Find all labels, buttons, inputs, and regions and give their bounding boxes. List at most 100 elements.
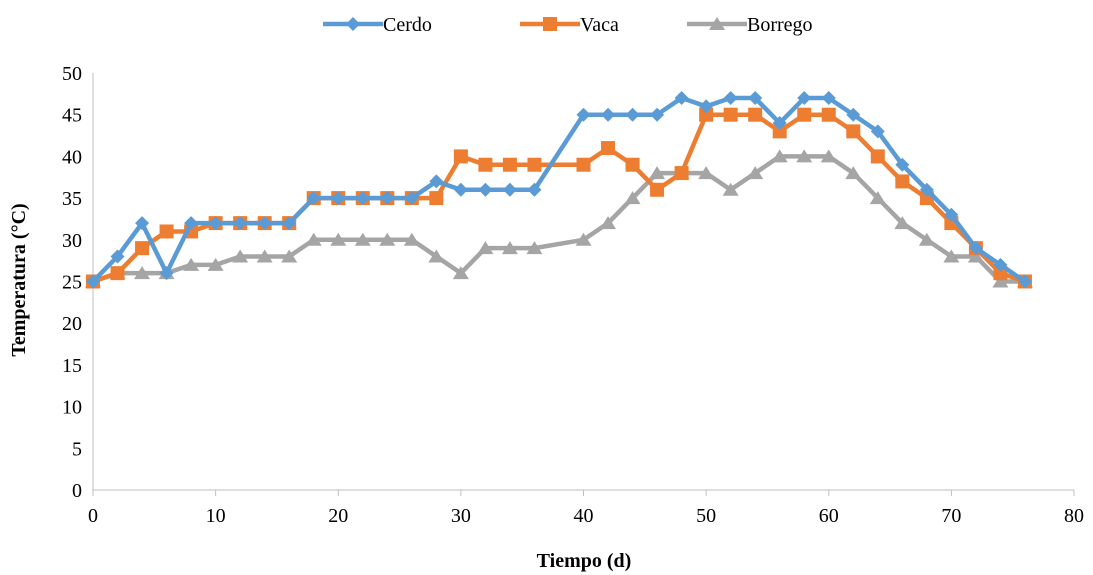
legend-label: Borrego (747, 14, 813, 36)
data-point-borrego (600, 216, 617, 230)
x-tick-label: 60 (819, 505, 839, 527)
legend-label: Vaca (580, 14, 619, 36)
data-point-cerdo (699, 99, 714, 114)
legend-marker-borrego (709, 17, 725, 30)
data-point-cerdo (723, 91, 738, 106)
data-point-borrego (649, 166, 666, 180)
data-point-vaca (797, 107, 812, 122)
data-point-cerdo (282, 216, 297, 231)
data-point-borrego (796, 149, 813, 163)
data-point-cerdo (821, 91, 836, 106)
data-point-cerdo (674, 91, 689, 106)
data-point-vaca (429, 191, 444, 206)
series-cerdo (86, 91, 1032, 289)
data-point-vaca (601, 141, 616, 156)
data-point-cerdo (184, 216, 199, 231)
data-point-borrego (845, 166, 862, 180)
data-point-borrego (452, 266, 469, 280)
y-tick-label: 45 (62, 105, 82, 127)
data-point-vaca (650, 182, 665, 197)
data-point-cerdo (993, 257, 1008, 272)
data-point-borrego (747, 166, 764, 180)
data-point-borrego (869, 191, 886, 205)
data-point-borrego (183, 257, 200, 271)
data-point-vaca (110, 266, 125, 281)
data-point-borrego (992, 274, 1009, 288)
legend-item-vaca: Vaca (520, 14, 619, 36)
data-point-cerdo (748, 91, 763, 106)
data-point-cerdo (257, 216, 272, 231)
data-point-borrego (403, 232, 420, 246)
data-point-cerdo (502, 182, 517, 197)
data-point-vaca (159, 224, 174, 239)
data-point-borrego (894, 216, 911, 230)
x-tick-label: 10 (206, 505, 226, 527)
data-point-cerdo (919, 182, 934, 197)
data-point-vaca (699, 107, 714, 122)
data-point-cerdo (404, 191, 419, 206)
data-point-borrego (575, 232, 592, 246)
data-point-cerdo (625, 107, 640, 122)
data-point-vaca (821, 107, 836, 122)
series-borrego (85, 149, 1033, 288)
data-point-borrego (281, 249, 298, 263)
data-point-borrego (722, 182, 739, 196)
data-point-vaca (895, 174, 910, 189)
data-point-vaca (527, 157, 542, 172)
data-point-cerdo (453, 182, 468, 197)
data-point-cerdo (576, 107, 591, 122)
data-point-cerdo (233, 216, 248, 231)
x-axis: 0 10 20 30 40 50 60 70 80 (88, 489, 1084, 527)
data-point-vaca (502, 157, 517, 172)
x-tick-label: 80 (1064, 505, 1084, 527)
data-point-borrego (477, 241, 494, 255)
data-point-cerdo (135, 216, 150, 231)
data-point-borrego (918, 232, 935, 246)
data-point-borrego (501, 241, 518, 255)
data-point-cerdo (772, 116, 787, 131)
data-point-cerdo (208, 216, 223, 231)
y-tick-label: 50 (62, 63, 82, 85)
data-point-borrego (428, 249, 445, 263)
legend-label: Cerdo (383, 14, 432, 36)
data-point-borrego (305, 232, 322, 246)
data-point-cerdo (797, 91, 812, 106)
data-point-borrego (526, 241, 543, 255)
data-point-borrego (256, 249, 273, 263)
data-point-vaca (674, 166, 689, 181)
data-point-cerdo (478, 182, 493, 197)
data-point-vaca (772, 124, 787, 139)
data-point-borrego (698, 166, 715, 180)
data-point-cerdo (846, 107, 861, 122)
y-tick-label: 35 (62, 188, 82, 210)
x-tick-label: 0 (88, 505, 98, 527)
data-point-cerdo (1017, 274, 1032, 289)
data-point-cerdo (968, 241, 983, 256)
data-point-borrego (624, 191, 641, 205)
data-point-borrego (771, 149, 788, 163)
data-point-vaca (723, 107, 738, 122)
x-tick-label: 40 (574, 505, 594, 527)
data-point-vaca (625, 157, 640, 172)
x-axis-title: Tiempo (d) (537, 550, 632, 572)
y-tick-label: 40 (62, 146, 82, 168)
y-tick-label: 5 (72, 438, 82, 460)
y-tick-label: 15 (62, 355, 82, 377)
data-point-borrego (967, 249, 984, 263)
data-point-borrego (134, 266, 151, 280)
data-point-cerdo (870, 124, 885, 139)
legend: Cerdo Vaca Borrego (323, 14, 813, 36)
data-point-vaca (846, 124, 861, 139)
data-point-vaca (576, 157, 591, 172)
data-point-borrego (354, 232, 371, 246)
data-point-vaca (135, 241, 150, 256)
data-point-borrego (820, 149, 837, 163)
data-point-borrego (379, 232, 396, 246)
data-point-cerdo (429, 174, 444, 189)
y-tick-label: 30 (62, 230, 82, 252)
data-point-cerdo (355, 191, 370, 206)
data-point-cerdo (527, 182, 542, 197)
data-point-cerdo (944, 207, 959, 222)
data-point-vaca (748, 107, 763, 122)
